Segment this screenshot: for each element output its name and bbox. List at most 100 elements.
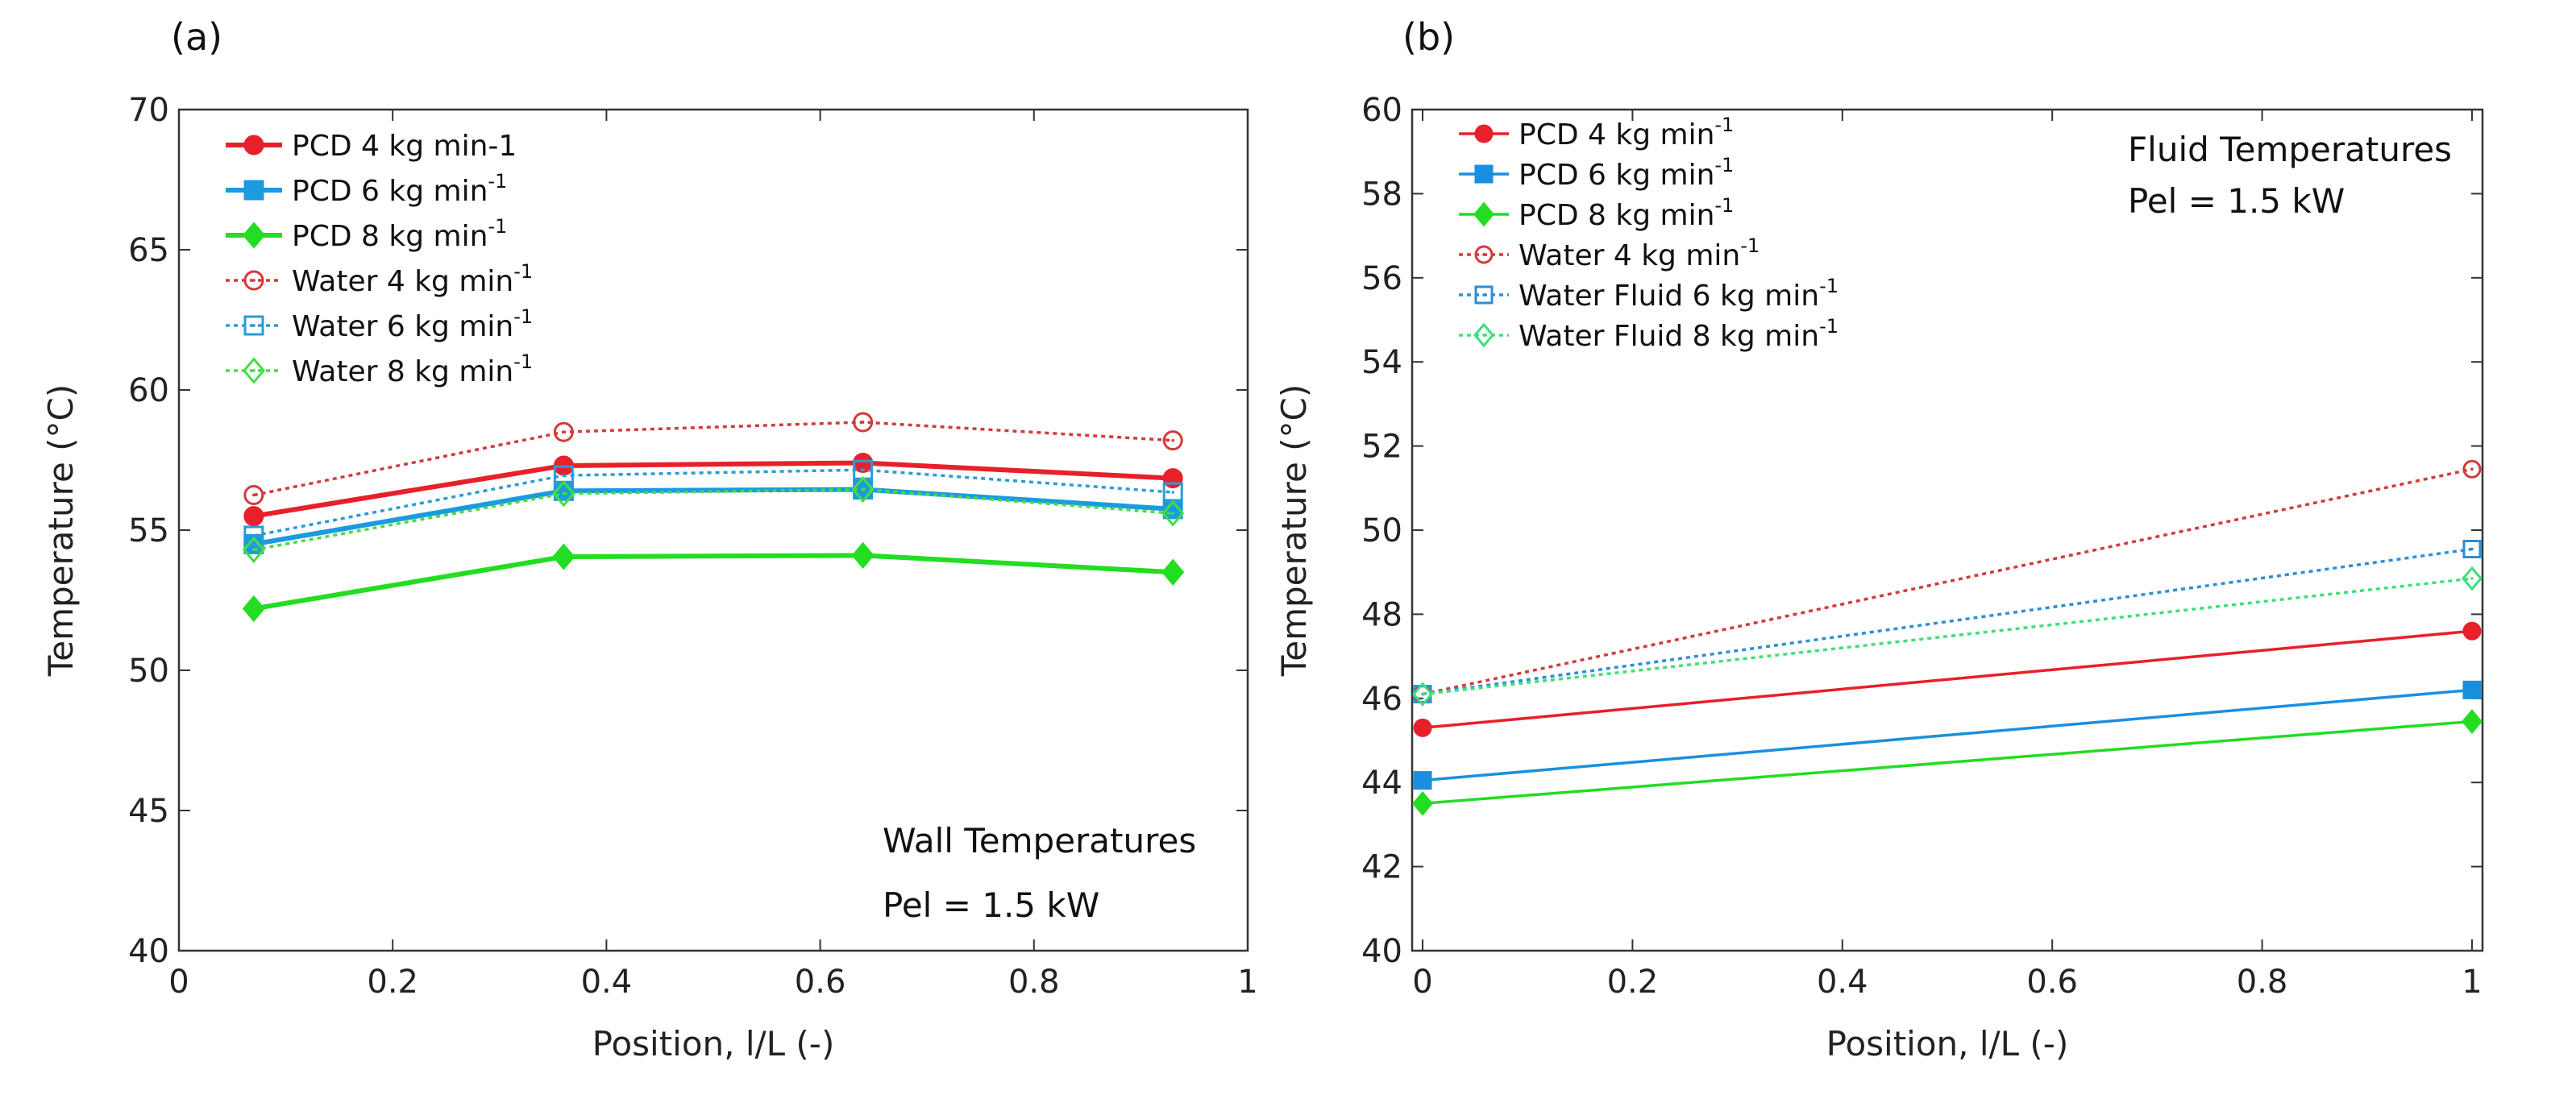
y-tick-label: 65 xyxy=(128,232,169,269)
series-0 xyxy=(1413,621,2482,737)
marker-diamond xyxy=(1161,558,1185,586)
marker-circle xyxy=(1413,718,1432,737)
marker-center-dot xyxy=(252,324,256,327)
marker-center-dot xyxy=(252,548,256,552)
legend-entry: PCD 4 kg min-1 xyxy=(226,130,517,163)
legend-label: Water Fluid 6 kg min-1 xyxy=(1519,275,1839,313)
series-line xyxy=(1422,719,2473,806)
series-5 xyxy=(242,475,1185,563)
marker-square xyxy=(243,315,264,336)
legend-entry: Water Fluid 8 kg min-1 xyxy=(1459,315,1839,353)
marker-square xyxy=(553,465,574,486)
legend-label-superscript: -1 xyxy=(1714,114,1734,136)
series-line xyxy=(253,421,1174,497)
legend-label: PCD 4 kg min-1 xyxy=(1519,114,1734,151)
marker-circle xyxy=(853,412,874,433)
annotation-text: Pel = 1.5 kW xyxy=(2128,181,2345,221)
legend-label-text: PCD 8 kg min xyxy=(1519,199,1714,232)
marker-square xyxy=(1474,285,1494,305)
legend-label: Water 4 kg min-1 xyxy=(292,260,533,298)
y-axis-label: Temperature (°C) xyxy=(1274,384,1314,678)
marker-circle xyxy=(553,421,574,442)
marker-square xyxy=(1413,771,1432,790)
marker-center-dot xyxy=(562,491,566,495)
marker-center-dot xyxy=(252,369,256,372)
marker-center-dot xyxy=(2470,577,2474,580)
y-tick-label: 60 xyxy=(1361,92,1402,129)
marker-center-dot xyxy=(1171,438,1174,442)
series-3 xyxy=(243,412,1183,505)
marker-center-dot xyxy=(1171,491,1174,494)
annotation-text: Wall Temperatures xyxy=(883,821,1196,860)
marker-diamond xyxy=(1473,201,1494,227)
legend-label-superscript: -1 xyxy=(513,350,533,373)
marker-circle xyxy=(1474,124,1494,143)
y-tick-label: 55 xyxy=(128,512,169,549)
legend-entry: Water 6 kg min-1 xyxy=(226,305,533,343)
y-tick-label: 40 xyxy=(1361,933,1402,970)
series-2 xyxy=(1412,709,2483,816)
y-tick-label: 42 xyxy=(1361,849,1402,886)
x-tick-label: 0.6 xyxy=(2026,964,2078,1001)
series-1 xyxy=(1413,680,2482,790)
marker-center-dot xyxy=(861,421,865,424)
marker-diamond xyxy=(1412,682,1433,707)
legend-label-superscript: -1 xyxy=(1819,275,1839,297)
legend-label-text: Water 8 kg min xyxy=(292,355,513,388)
marker-center-dot xyxy=(2470,467,2474,471)
marker-circle xyxy=(243,485,264,505)
x-tick-label: 0 xyxy=(1412,964,1432,1001)
legend-entry: PCD 8 kg min-1 xyxy=(1459,194,1734,232)
marker-circle xyxy=(1162,430,1183,451)
series-line xyxy=(253,460,1174,519)
y-tick-label: 58 xyxy=(1361,176,1402,213)
legend-label-text: Water 6 kg min xyxy=(292,310,513,343)
marker-diamond xyxy=(242,536,265,563)
marker-diamond xyxy=(2462,709,2483,734)
marker-diamond xyxy=(552,543,575,570)
marker-center-dot xyxy=(252,534,256,537)
marker-diamond xyxy=(1473,322,1494,348)
marker-circle xyxy=(2462,459,2482,479)
marker-circle xyxy=(2462,621,2482,641)
legend-label-superscript: -1 xyxy=(1819,315,1839,338)
marker-square xyxy=(2462,680,2482,699)
legend-label: PCD 6 kg min-1 xyxy=(292,170,507,208)
marker-diamond xyxy=(242,595,265,623)
series-line xyxy=(1422,629,2473,730)
y-tick-label: 45 xyxy=(128,793,169,830)
legend-label: PCD 8 kg min-1 xyxy=(292,215,507,253)
legend-label: PCD 6 kg min-1 xyxy=(1519,154,1734,192)
series-line xyxy=(1422,577,2473,696)
y-tick-label: 46 xyxy=(1361,681,1402,718)
annotation-text: Pel = 1.5 kW xyxy=(883,885,1099,925)
y-tick-label: 56 xyxy=(1361,260,1402,297)
panel-label: (b) xyxy=(1402,15,1455,59)
legend-label-superscript: -1 xyxy=(1740,234,1760,257)
legend-label: Water 8 kg min-1 xyxy=(292,350,533,388)
series-line xyxy=(253,487,1174,552)
marker-diamond xyxy=(2462,566,2483,591)
x-tick-label: 0.8 xyxy=(1008,964,1060,1001)
marker-center-dot xyxy=(2470,547,2474,551)
marker-center-dot xyxy=(861,468,865,471)
panel-label: (a) xyxy=(171,15,222,59)
plot-frame xyxy=(1411,108,2484,952)
legend-entry: Water 8 kg min-1 xyxy=(226,350,533,388)
marker-diamond xyxy=(552,480,575,508)
marker-square xyxy=(1474,164,1494,184)
x-tick-label: 0.6 xyxy=(795,964,846,1001)
marker-center-dot xyxy=(1482,293,1485,296)
marker-center-dot xyxy=(562,474,566,477)
legend-label-text: Water Fluid 6 kg min xyxy=(1519,280,1819,313)
legend-label-text: Water Fluid 8 kg min xyxy=(1519,320,1819,353)
y-tick-label: 52 xyxy=(1361,429,1402,466)
y-tick-label: 50 xyxy=(128,653,169,690)
legend-label-superscript: -1 xyxy=(488,215,507,238)
y-tick-label: 50 xyxy=(1361,512,1402,549)
legend-label-text: PCD 6 kg min xyxy=(1519,159,1714,192)
marker-center-dot xyxy=(1421,692,1424,696)
x-axis-label: Position, l/L (-) xyxy=(1826,1024,2069,1063)
x-tick-label: 0.4 xyxy=(581,964,633,1001)
